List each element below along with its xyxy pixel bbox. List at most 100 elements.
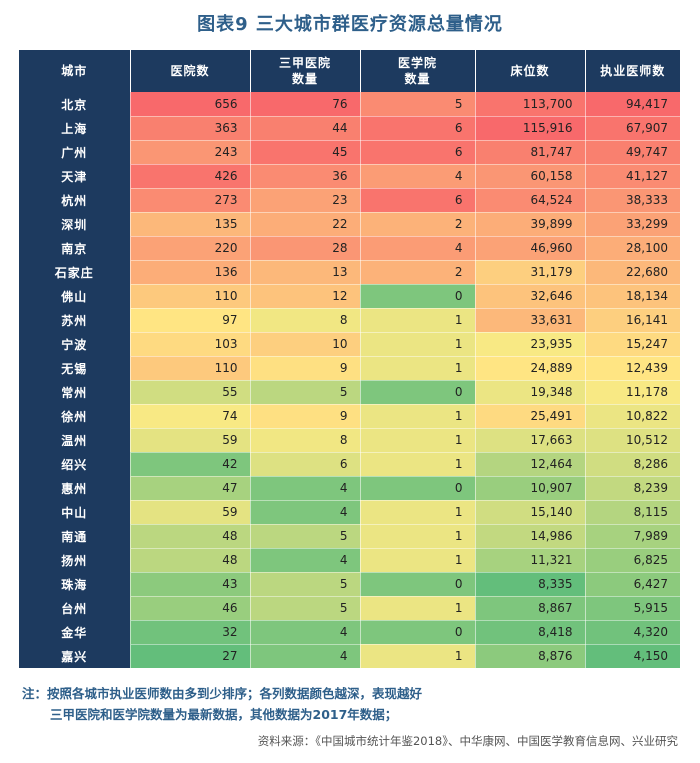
cell-beds: 115,916 bbox=[475, 116, 586, 141]
column-header-med_schools: 医学院 数量 bbox=[360, 50, 476, 92]
city-label: 北京 bbox=[19, 92, 131, 116]
table-row: 珠海 43 5 0 8,335 6,427 bbox=[19, 572, 680, 597]
cell-top_hospitals: 4 bbox=[250, 620, 361, 645]
cell-med_schools: 4 bbox=[360, 236, 476, 261]
cell-med_schools: 1 bbox=[360, 500, 476, 525]
table-row: 上海 363 44 6 115,916 67,907 bbox=[19, 116, 680, 141]
cell-beds: 24,889 bbox=[475, 356, 586, 381]
cell-doctors: 28,100 bbox=[585, 236, 680, 261]
table-row: 台州 46 5 1 8,867 5,915 bbox=[19, 596, 680, 621]
cell-med_schools: 5 bbox=[360, 92, 476, 117]
cell-doctors: 18,134 bbox=[585, 284, 680, 309]
table-row: 绍兴 42 6 1 12,464 8,286 bbox=[19, 452, 680, 477]
table-row: 苏州 97 8 1 33,631 16,141 bbox=[19, 308, 680, 333]
cell-hospitals: 103 bbox=[130, 332, 251, 357]
cell-doctors: 22,680 bbox=[585, 260, 680, 285]
column-header-doctors: 执业医师数 bbox=[585, 50, 680, 92]
cell-doctors: 33,299 bbox=[585, 212, 680, 237]
cell-med_schools: 2 bbox=[360, 260, 476, 285]
cell-top_hospitals: 28 bbox=[250, 236, 361, 261]
city-label: 上海 bbox=[19, 116, 131, 140]
cell-med_schools: 1 bbox=[360, 596, 476, 621]
city-label: 天津 bbox=[19, 164, 131, 188]
cell-beds: 64,524 bbox=[475, 188, 586, 213]
cell-top_hospitals: 23 bbox=[250, 188, 361, 213]
cell-top_hospitals: 36 bbox=[250, 164, 361, 189]
city-label: 南京 bbox=[19, 236, 131, 260]
cell-doctors: 4,150 bbox=[585, 644, 680, 669]
table-row: 南京 220 28 4 46,960 28,100 bbox=[19, 236, 680, 261]
cell-top_hospitals: 8 bbox=[250, 428, 361, 453]
cell-top_hospitals: 4 bbox=[250, 500, 361, 525]
cell-med_schools: 0 bbox=[360, 620, 476, 645]
cell-med_schools: 0 bbox=[360, 380, 476, 405]
cell-doctors: 12,439 bbox=[585, 356, 680, 381]
cell-beds: 12,464 bbox=[475, 452, 586, 477]
column-header-beds: 床位数 bbox=[475, 50, 586, 92]
cell-med_schools: 1 bbox=[360, 308, 476, 333]
cell-doctors: 11,178 bbox=[585, 380, 680, 405]
cell-doctors: 8,115 bbox=[585, 500, 680, 525]
cell-med_schools: 1 bbox=[360, 332, 476, 357]
cell-med_schools: 1 bbox=[360, 524, 476, 549]
heatmap-table: 城市 医院数 三甲医院 数量 医学院 数量 床位数 执业医师数 北京 656 76 5 113,700… bbox=[19, 50, 680, 669]
city-label: 台州 bbox=[19, 596, 131, 620]
cell-beds: 17,663 bbox=[475, 428, 586, 453]
cell-med_schools: 2 bbox=[360, 212, 476, 237]
city-label: 中山 bbox=[19, 500, 131, 524]
cell-med_schools: 4 bbox=[360, 164, 476, 189]
cell-beds: 31,179 bbox=[475, 260, 586, 285]
cell-hospitals: 42 bbox=[130, 452, 251, 477]
cell-hospitals: 32 bbox=[130, 620, 251, 645]
chart-title: 图表9 三大城市群医疗资源总量情况 bbox=[197, 14, 503, 35]
cell-hospitals: 55 bbox=[130, 380, 251, 405]
note-line-2: 三甲医院和医学院数量为最新数据，其他数据为2017年数据； bbox=[50, 707, 398, 722]
cell-med_schools: 1 bbox=[360, 404, 476, 429]
cell-beds: 46,960 bbox=[475, 236, 586, 261]
cell-beds: 39,899 bbox=[475, 212, 586, 237]
city-label: 扬州 bbox=[19, 548, 131, 572]
city-label: 嘉兴 bbox=[19, 644, 131, 668]
city-label: 绍兴 bbox=[19, 452, 131, 476]
cell-top_hospitals: 13 bbox=[250, 260, 361, 285]
city-label: 宁波 bbox=[19, 332, 131, 356]
cell-doctors: 5,915 bbox=[585, 596, 680, 621]
cell-top_hospitals: 9 bbox=[250, 404, 361, 429]
table-row: 嘉兴 27 4 1 8,876 4,150 bbox=[19, 644, 680, 669]
table-row: 佛山 110 12 0 32,646 18,134 bbox=[19, 284, 680, 309]
cell-hospitals: 110 bbox=[130, 284, 251, 309]
city-label: 珠海 bbox=[19, 572, 131, 596]
cell-med_schools: 1 bbox=[360, 452, 476, 477]
table-row: 南通 48 5 1 14,986 7,989 bbox=[19, 524, 680, 549]
cell-beds: 8,876 bbox=[475, 644, 586, 669]
cell-beds: 10,907 bbox=[475, 476, 586, 501]
cell-hospitals: 59 bbox=[130, 500, 251, 525]
cell-beds: 19,348 bbox=[475, 380, 586, 405]
cell-doctors: 4,320 bbox=[585, 620, 680, 645]
cell-hospitals: 136 bbox=[130, 260, 251, 285]
cell-top_hospitals: 44 bbox=[250, 116, 361, 141]
cell-top_hospitals: 4 bbox=[250, 548, 361, 573]
cell-med_schools: 6 bbox=[360, 188, 476, 213]
cell-doctors: 6,825 bbox=[585, 548, 680, 573]
cell-doctors: 10,512 bbox=[585, 428, 680, 453]
table-header-row: 城市 医院数 三甲医院 数量 医学院 数量 床位数 执业医师数 bbox=[19, 50, 680, 92]
table-row: 常州 55 5 0 19,348 11,178 bbox=[19, 380, 680, 405]
cell-top_hospitals: 4 bbox=[250, 476, 361, 501]
cell-top_hospitals: 5 bbox=[250, 524, 361, 549]
cell-beds: 8,867 bbox=[475, 596, 586, 621]
cell-hospitals: 74 bbox=[130, 404, 251, 429]
cell-doctors: 38,333 bbox=[585, 188, 680, 213]
cell-top_hospitals: 5 bbox=[250, 596, 361, 621]
cell-med_schools: 0 bbox=[360, 476, 476, 501]
column-header-city: 城市 bbox=[19, 50, 131, 92]
cell-beds: 8,335 bbox=[475, 572, 586, 597]
cell-hospitals: 97 bbox=[130, 308, 251, 333]
cell-hospitals: 243 bbox=[130, 140, 251, 165]
cell-med_schools: 1 bbox=[360, 356, 476, 381]
cell-beds: 11,321 bbox=[475, 548, 586, 573]
cell-hospitals: 43 bbox=[130, 572, 251, 597]
table-row: 温州 59 8 1 17,663 10,512 bbox=[19, 428, 680, 453]
cell-hospitals: 426 bbox=[130, 164, 251, 189]
cell-top_hospitals: 76 bbox=[250, 92, 361, 117]
